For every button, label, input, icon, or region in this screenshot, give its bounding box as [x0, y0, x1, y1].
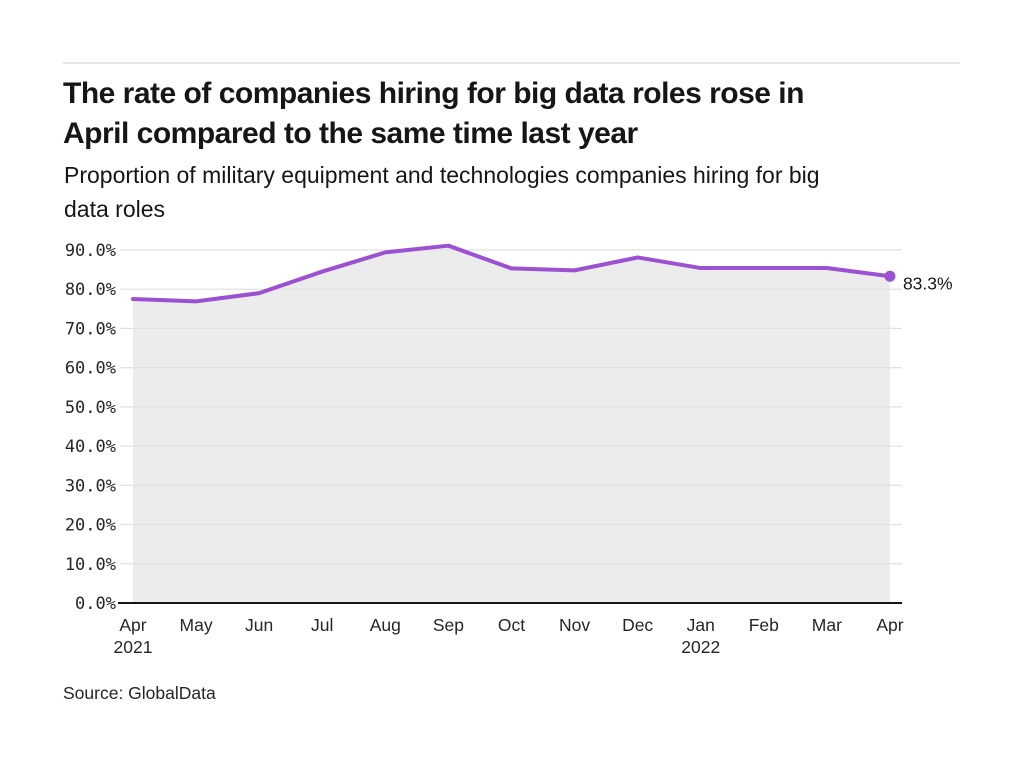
year-label: 2022 — [681, 637, 720, 657]
x-tick-label: Dec — [622, 615, 653, 635]
chart-subtitle: Proportion of military equipment and tec… — [64, 158, 984, 226]
x-tick-label: Sep — [433, 615, 464, 635]
x-tick-label: Feb — [749, 615, 779, 635]
x-tick-label: Jun — [245, 615, 273, 635]
x-tick-label: Oct — [498, 615, 525, 635]
x-tick-label: Jul — [311, 615, 333, 635]
top-divider — [63, 62, 960, 64]
chart-title-line: April compared to the same time last yea… — [63, 117, 638, 150]
x-tick-label: May — [180, 615, 213, 635]
x-tick-label: Aug — [370, 615, 401, 635]
y-tick-label: 30.0% — [65, 476, 116, 496]
series-area — [133, 245, 890, 604]
x-tick-label: Apr — [876, 615, 903, 635]
chart-title-line: The rate of companies hiring for big dat… — [63, 77, 804, 110]
year-label: 2021 — [114, 637, 153, 657]
y-tick-label: 20.0% — [65, 516, 116, 536]
y-tick-label: 90.0% — [65, 241, 116, 261]
x-tick-label: Nov — [559, 615, 590, 635]
y-tick-label: 70.0% — [65, 319, 116, 339]
y-tick-label: 40.0% — [65, 437, 116, 457]
series-line — [131, 243, 892, 304]
chart-subtitle-line: data roles — [64, 196, 166, 222]
y-tick-label: 80.0% — [65, 280, 116, 300]
endpoint-marker — [884, 270, 896, 282]
chart-title: The rate of companies hiring for big dat… — [63, 74, 963, 154]
x-tick-label: Mar — [812, 615, 842, 635]
x-tick-label: Apr — [119, 615, 146, 635]
y-tick-label: 60.0% — [65, 359, 116, 379]
source-note: Source: GlobalData — [63, 683, 216, 703]
y-tick-label: 0.0% — [75, 594, 116, 614]
y-tick-label: 50.0% — [65, 398, 116, 418]
endpoint-value-label: 83.3% — [903, 273, 953, 293]
x-tick-label: Jan — [687, 615, 715, 635]
y-tick-label: 10.0% — [65, 555, 116, 575]
chart-subtitle-line: Proportion of military equipment and tec… — [64, 162, 820, 188]
